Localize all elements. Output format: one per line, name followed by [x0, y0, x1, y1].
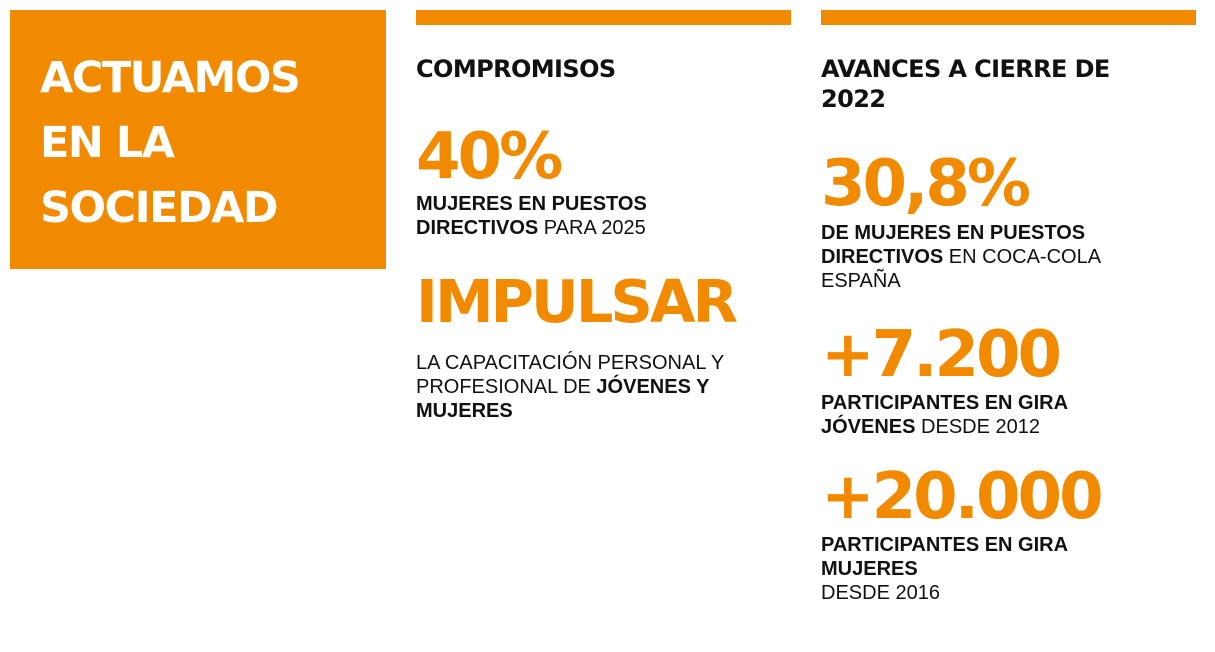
hero-title-line: SOCIEDAD: [40, 183, 279, 233]
desc-bold: PARTICIPANTES EN GIRA: [821, 392, 1069, 414]
hero-banner: ACTUAMOS EN LA SOCIEDAD: [10, 10, 386, 269]
desc-bold: DE MUJERES EN PUESTOS: [821, 222, 1086, 244]
desc-text: PROFESIONAL DE: [416, 376, 597, 398]
desc-text: ESPAÑA: [821, 270, 901, 292]
desc-bold: MUJERES: [821, 558, 918, 580]
accent-bar: [821, 10, 1196, 25]
compromisos-title-text: COMPROMISOS: [416, 55, 616, 83]
stat-30-8-description: DE MUJERES EN PUESTOS DIRECTIVOS EN COCA…: [821, 221, 1196, 293]
desc-bold: JÓVENES: [821, 416, 916, 438]
avances-title: AVANCES A CIERRE DE 2022: [821, 54, 1196, 114]
desc-text: PARA 2025: [538, 217, 646, 239]
desc-bold: MUJERES: [416, 400, 513, 422]
stat-40-description: MUJERES EN PUESTOS DIRECTIVOS PARA 2025: [416, 192, 791, 240]
desc-text: DESDE 2016: [821, 582, 940, 604]
compromisos-column: COMPROMISOS 40% MUJERES EN PUESTOS DIREC…: [416, 10, 791, 423]
desc-bold: PARTICIPANTES EN GIRA: [821, 534, 1069, 556]
hero-title-line: ACTUAMOS: [40, 53, 301, 103]
avances-title-line: 2022: [821, 85, 886, 113]
desc-bold: DIRECTIVOS: [821, 246, 944, 268]
stat-30-8-percent: 30,8%: [821, 147, 1031, 221]
stat-impulsar: IMPULSAR: [416, 267, 738, 336]
desc-text: LA CAPACITACIÓN PERSONAL Y: [416, 352, 725, 374]
stat-20000-description: PARTICIPANTES EN GIRA MUJERES DESDE 2016: [821, 533, 1196, 605]
desc-bold: DIRECTIVOS: [416, 217, 539, 239]
stat-20000: +20.000: [821, 460, 1104, 534]
stat-7200-description: PARTICIPANTES EN GIRA JÓVENES DESDE 2012: [821, 391, 1196, 439]
avances-title-line: AVANCES A CIERRE DE: [821, 55, 1110, 83]
stat-40-percent: 40%: [416, 120, 563, 194]
stat-7200: +7.200: [821, 318, 1062, 392]
stat-impulsar-description: LA CAPACITACIÓN PERSONAL Y PROFESIONAL D…: [416, 351, 791, 423]
desc-text: EN COCA-COLA: [943, 246, 1102, 268]
hero-title: ACTUAMOS EN LA SOCIEDAD: [40, 46, 386, 241]
accent-bar: [416, 10, 791, 25]
desc-text: DESDE 2012: [915, 416, 1040, 438]
desc-bold: JÓVENES Y: [596, 376, 710, 398]
avances-column: AVANCES A CIERRE DE 2022 30,8% DE MUJERE…: [821, 10, 1196, 605]
hero-title-line: EN LA: [40, 118, 175, 168]
desc-bold: MUJERES EN PUESTOS: [416, 193, 647, 215]
compromisos-title: COMPROMISOS: [416, 54, 791, 84]
